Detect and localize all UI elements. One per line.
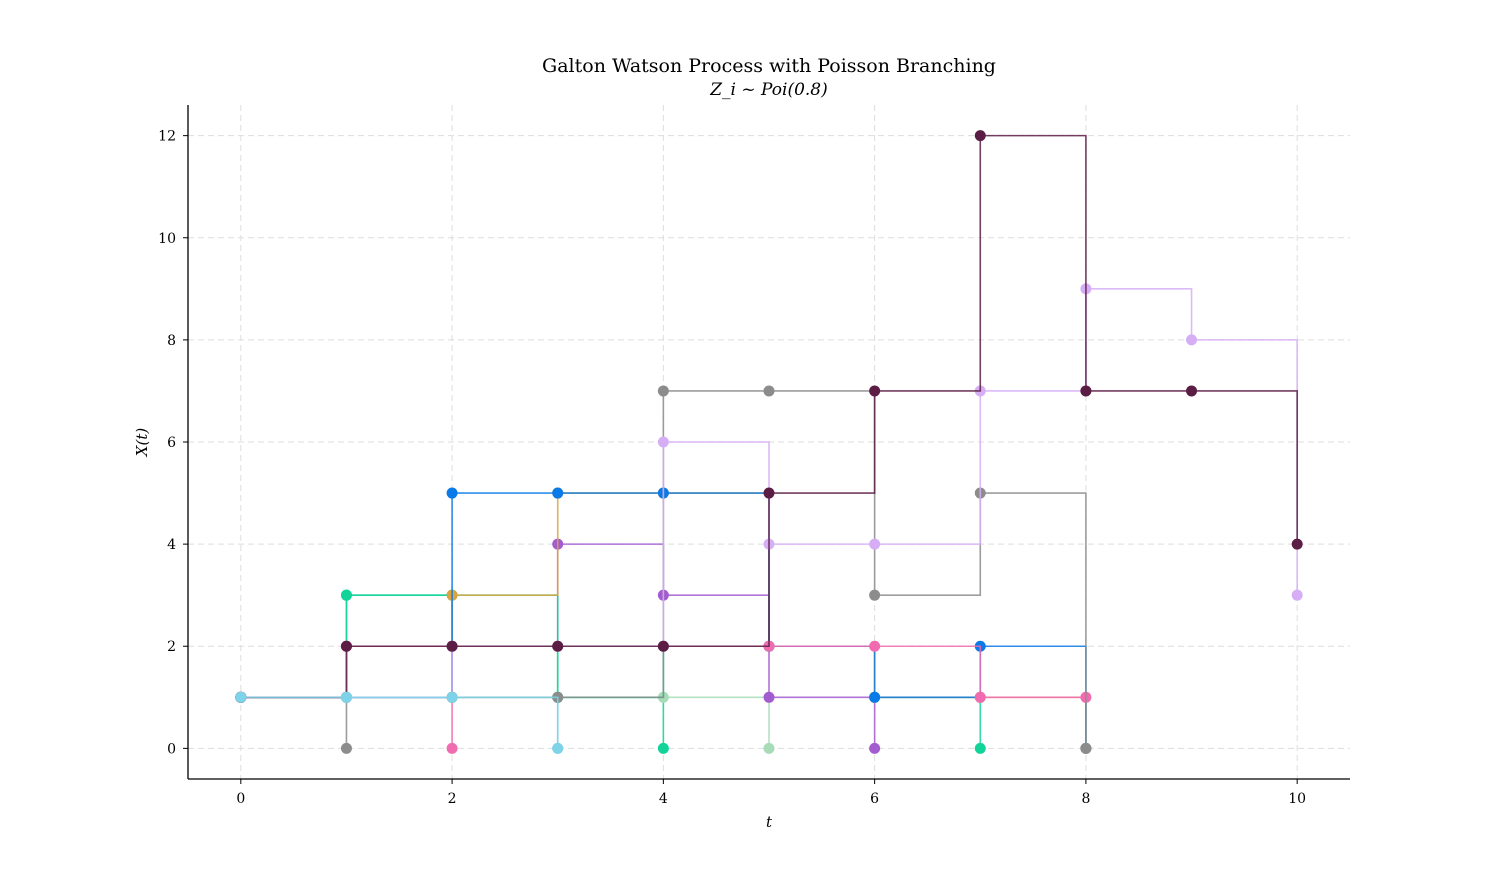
y-tick-label: 4 (167, 537, 176, 553)
data-point (657, 640, 669, 652)
data-point (763, 487, 775, 499)
data-point (657, 436, 669, 448)
series-line (240, 288, 1298, 699)
data-point (1186, 385, 1198, 397)
data-point (869, 691, 881, 703)
data-point (1186, 334, 1198, 346)
y-tick-label: 2 (167, 639, 176, 655)
data-point (552, 487, 564, 499)
data-point (235, 691, 247, 703)
y-tick-label: 0 (167, 741, 176, 757)
x-tick-label: 6 (870, 791, 879, 807)
data-point (869, 385, 881, 397)
x-tick-label: 2 (448, 791, 457, 807)
data-point (1080, 385, 1092, 397)
data-point (974, 742, 986, 754)
data-point (1291, 589, 1303, 601)
x-tick-label: 10 (1288, 791, 1306, 807)
series-line (240, 696, 559, 749)
data-point (446, 487, 458, 499)
data-point (552, 640, 564, 652)
data-point (869, 640, 881, 652)
x-tick-label: 0 (236, 791, 245, 807)
data-point (974, 130, 986, 142)
data-point (763, 385, 775, 397)
data-point (340, 742, 352, 754)
data-point (869, 742, 881, 754)
data-point (446, 742, 458, 754)
x-axis-label: t (766, 813, 773, 831)
data-point (552, 742, 564, 754)
series-line (240, 696, 348, 749)
data-point (869, 589, 881, 601)
chart-title: Galton Watson Process with Poisson Branc… (542, 55, 996, 77)
data-point (763, 742, 775, 754)
y-tick-label: 10 (158, 231, 176, 247)
data-point (340, 589, 352, 601)
data-point (763, 691, 775, 703)
axes: 0 2 4 6 8 10 0 2 4 6 8 10 12 (158, 105, 1350, 807)
series-2 (235, 691, 564, 754)
series-layer (235, 130, 1303, 754)
series-0 (235, 691, 352, 754)
data-point (657, 742, 669, 754)
series-line (240, 134, 1298, 699)
y-tick-label: 12 (158, 129, 176, 145)
series-12 (235, 130, 1303, 703)
series-13 (235, 691, 564, 754)
data-point (1080, 742, 1092, 754)
y-axis-label: X(t) (133, 428, 151, 458)
y-tick-label: 8 (167, 333, 176, 349)
data-point (657, 385, 669, 397)
data-point (446, 691, 458, 703)
chart-subtitle: Z_i ~ Poi(0.8) (709, 80, 828, 100)
data-point (446, 640, 458, 652)
data-point (1291, 538, 1303, 550)
series-line (240, 594, 982, 749)
data-point (340, 691, 352, 703)
x-tick-label: 8 (1081, 791, 1090, 807)
data-point (340, 640, 352, 652)
y-tick-label: 6 (167, 435, 176, 451)
data-point (869, 538, 881, 550)
series-line (240, 696, 559, 749)
data-point (974, 691, 986, 703)
series-6 (235, 589, 986, 754)
x-tick-label: 4 (659, 791, 668, 807)
